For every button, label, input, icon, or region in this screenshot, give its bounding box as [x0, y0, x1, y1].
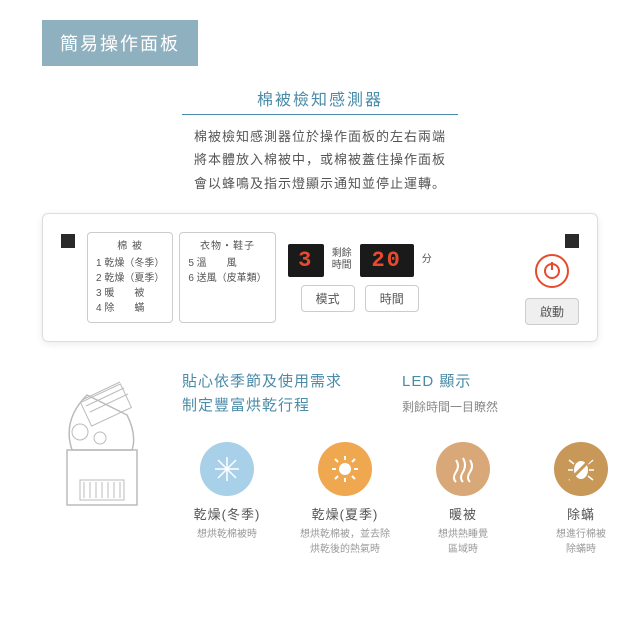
time-button[interactable]: 時間 [365, 285, 419, 312]
menu-clothes: 衣物・鞋子 5 溫 風 6 送風（皮革類） [179, 232, 275, 323]
mode-button[interactable]: 模式 [301, 285, 355, 312]
header-badge: 簡易操作面板 [42, 20, 198, 66]
mode-warm: 暖被 想烘熱睡覺區域時 [418, 442, 508, 557]
start-button[interactable]: 啟動 [525, 298, 579, 325]
device-illustration [42, 370, 162, 557]
power-button[interactable] [535, 254, 569, 288]
device-icon [42, 370, 162, 510]
snow-icon [200, 442, 254, 496]
sun-icon [318, 442, 372, 496]
bug-icon [554, 442, 608, 496]
mode-display: 3 [288, 244, 324, 277]
mode-mite: 除蟎 想進行棉被除蟎時 [536, 442, 626, 557]
mode-icons-row: 乾燥(冬季) 想烘乾棉被時 乾燥(夏季) 想烘乾棉被，並去除烘乾後的熱氣時 暖被… [182, 442, 626, 557]
menu-quilt: 棉 被 1 乾燥（冬季） 2 乾燥（夏季） 3 暖 被 4 除 蟎 [87, 232, 173, 323]
power-icon [544, 263, 560, 279]
time-display: 20 [360, 244, 414, 277]
sensor-desc: 棉被檢知感測器位於操作面板的左右兩端 將本體放入棉被中，或棉被蓋住操作面板 會以… [42, 125, 598, 195]
sensor-dot-right [565, 234, 579, 248]
sensor-dot-left [61, 234, 75, 248]
feature-programs: 貼心依季節及使用需求 制定豐富烘乾行程 [182, 370, 342, 418]
control-panel: 棉 被 1 乾燥（冬季） 2 乾燥（夏季） 3 暖 被 4 除 蟎 衣物・鞋子 … [42, 213, 598, 342]
sensor-section: 棉被檢知感測器 棉被檢知感測器位於操作面板的左右兩端 將本體放入棉被中，或棉被蓋… [42, 86, 598, 195]
mode-summer: 乾燥(夏季) 想烘乾棉被，並去除烘乾後的熱氣時 [300, 442, 390, 557]
feature-led: LED 顯示 剩餘時間一目瞭然 [402, 370, 498, 418]
mode-winter: 乾燥(冬季) 想烘乾棉被時 [182, 442, 272, 557]
wave-icon [436, 442, 490, 496]
display-group: 3 剩餘 時間 20 分 [288, 244, 432, 277]
sensor-title: 棉被檢知感測器 [182, 86, 458, 115]
features-section: 貼心依季節及使用需求 制定豐富烘乾行程 LED 顯示 剩餘時間一目瞭然 乾燥(冬… [42, 370, 598, 557]
